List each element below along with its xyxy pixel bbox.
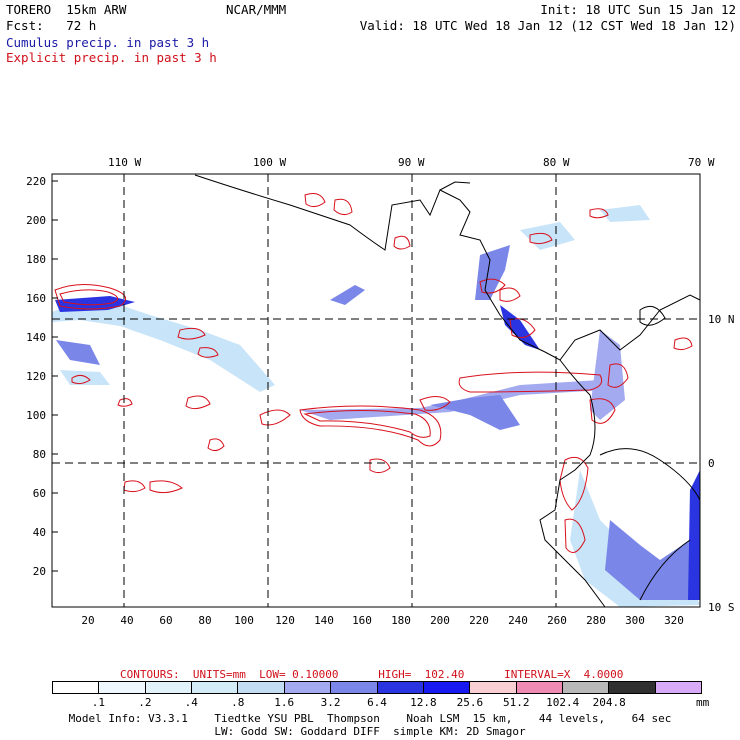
y-axis-label: 20 xyxy=(33,565,46,578)
color-bin xyxy=(655,682,702,693)
y-axis-label: 60 xyxy=(33,487,46,500)
cumulus-field-label: Cumulus precip. in past 3 h xyxy=(6,35,210,50)
color-bin-label: 102.4 xyxy=(546,696,580,709)
forecast-hour: Fcst: 72 h xyxy=(6,18,97,33)
lat-label: 0 xyxy=(708,457,715,470)
color-bin xyxy=(53,682,100,693)
color-bin-label: .8 xyxy=(231,696,245,709)
lat-label: 10 N xyxy=(708,313,735,326)
init-time: Init: 18 UTC Sun 15 Jan 12 xyxy=(540,2,736,17)
color-bin-label: .2 xyxy=(138,696,152,709)
model-title: TORERO 15km ARW xyxy=(6,2,127,17)
x-axis-label: 260 xyxy=(547,614,567,627)
valid-time: Valid: 18 UTC Wed 18 Jan 12 (12 CST Wed … xyxy=(359,18,736,33)
x-axis-label: 220 xyxy=(469,614,489,627)
model-info-line1: Model Info: V3.3.1 Tiedtke YSU PBL Thomp… xyxy=(68,712,672,725)
color-bin xyxy=(516,682,563,693)
x-axis-label: 240 xyxy=(508,614,528,627)
map-frame xyxy=(51,173,701,608)
x-axis-label: 140 xyxy=(314,614,334,627)
x-axis-label: 180 xyxy=(391,614,411,627)
color-bin xyxy=(609,682,656,693)
x-axis-label: 80 xyxy=(198,614,211,627)
color-bin xyxy=(423,682,471,693)
color-scale-labels: .1 .2 .4 .8 1.6 3.2 6.4 12.8 25.6 51.2 102.4 204.8 xyxy=(52,696,740,709)
color-bin-label: 51.2 xyxy=(503,696,530,709)
color-bin-label: 1.6 xyxy=(274,696,295,709)
org-label: NCAR/MMM xyxy=(226,2,287,17)
color-bin xyxy=(470,682,517,693)
lon-label: 90 W xyxy=(398,156,425,169)
color-bin-label: 12.8 xyxy=(410,696,437,709)
y-axis-label: 140 xyxy=(26,331,46,344)
color-scale xyxy=(52,681,702,694)
x-axis-label: 100 xyxy=(234,614,254,627)
scale-unit: mm xyxy=(696,696,710,709)
contour-info: CONTOURS: UNITS=mm LOW= 0.10000 HIGH= 10… xyxy=(120,668,624,681)
cumulus-shading xyxy=(52,205,700,607)
y-axis-label: 80 xyxy=(33,448,46,461)
color-bin-label: .1 xyxy=(91,696,106,709)
color-bin xyxy=(284,682,332,693)
y-axis-label: 120 xyxy=(26,370,46,383)
x-axis-label: 300 xyxy=(625,614,645,627)
y-axis-label: 200 xyxy=(26,214,46,227)
color-bin xyxy=(238,682,285,693)
x-axis-label: 120 xyxy=(275,614,295,627)
x-axis-label: 20 xyxy=(81,614,94,627)
model-info-line2: LW: Godd SW: Goddard DIFF simple KM: 2D … xyxy=(214,725,526,738)
y-axis-label: 220 xyxy=(26,175,46,188)
color-bin xyxy=(99,682,146,693)
y-axis-label: 100 xyxy=(26,409,46,422)
color-bin-label: .4 xyxy=(184,696,198,709)
y-axis-label: 40 xyxy=(33,526,46,539)
explicit-contours xyxy=(54,193,693,553)
lon-label: 70 W xyxy=(688,156,715,169)
color-bin-label: 25.6 xyxy=(456,696,484,709)
color-bin xyxy=(331,682,378,693)
color-bin xyxy=(562,682,610,693)
x-axis-label: 160 xyxy=(352,614,372,627)
color-bin xyxy=(145,682,193,693)
explicit-field-label: Explicit precip. in past 3 h xyxy=(6,50,217,65)
lon-label: 110 W xyxy=(108,156,141,169)
color-bin-label: 3.2 xyxy=(320,696,341,709)
coastline xyxy=(194,174,701,608)
x-axis-label: 60 xyxy=(159,614,172,627)
color-bin-label: 6.4 xyxy=(367,696,387,709)
lon-label: 80 W xyxy=(543,156,570,169)
graticule xyxy=(52,174,700,607)
color-bin-label: 204.8 xyxy=(592,696,626,709)
y-axis-label: 160 xyxy=(26,292,46,305)
x-axis-label: 200 xyxy=(430,614,450,627)
y-axis-label: 180 xyxy=(26,253,46,266)
color-bin xyxy=(192,682,239,693)
color-bin xyxy=(377,682,424,693)
lat-label: 10 S xyxy=(708,601,735,614)
lon-label: 100 W xyxy=(253,156,286,169)
x-axis-label: 320 xyxy=(664,614,684,627)
x-axis-label: 280 xyxy=(586,614,606,627)
x-axis-label: 40 xyxy=(120,614,133,627)
